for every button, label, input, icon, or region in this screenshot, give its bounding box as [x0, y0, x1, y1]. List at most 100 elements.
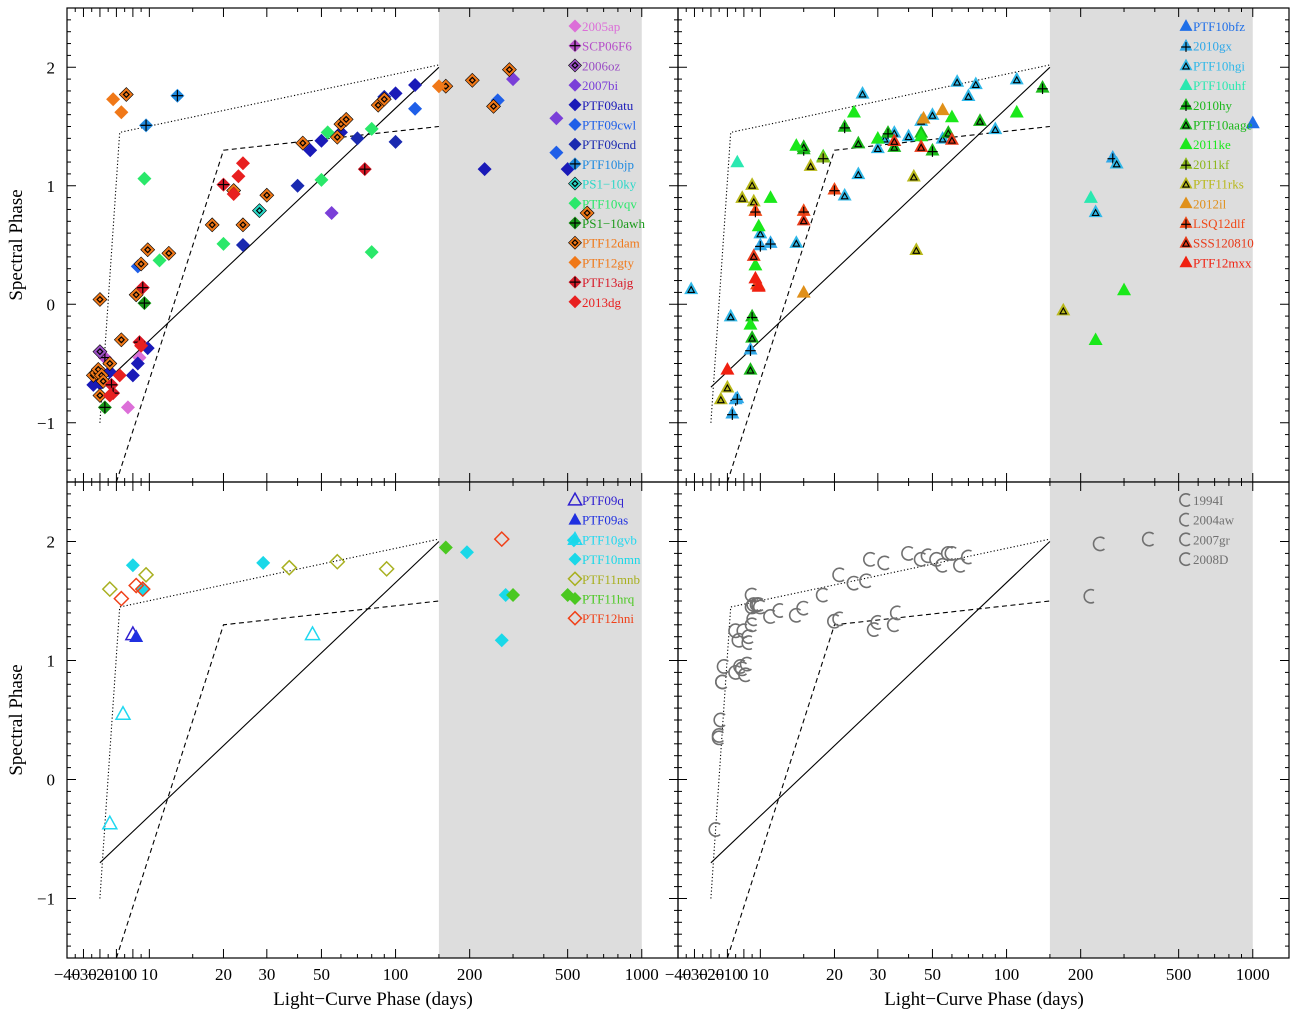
data-point	[763, 235, 778, 250]
x-tick-label: 50	[313, 965, 330, 984]
x-tick-label: 500	[555, 965, 581, 984]
legend-marker	[568, 157, 582, 171]
legend-label: PTF13ajg	[582, 275, 634, 290]
data-point	[816, 149, 831, 164]
data-point	[914, 128, 929, 142]
data-point	[135, 280, 150, 295]
data-point	[137, 171, 152, 186]
data-point	[364, 121, 379, 136]
panel-top-left: −1 0 1 2 2005ap SCP06F6 2006oz 2007bi PTF09atu PT…	[37, 7, 679, 483]
data-point	[744, 617, 757, 633]
y-tick-label: −1	[37, 414, 55, 433]
legend-item: PS1−10awh	[568, 216, 645, 231]
data-point	[870, 140, 885, 154]
data-point	[950, 74, 965, 87]
data-point	[961, 88, 976, 101]
series-2013dg	[102, 156, 250, 403]
legend-label: 2006oz	[582, 58, 621, 73]
series-2004aw	[731, 548, 1095, 651]
legend-item: PTF09cwl	[568, 118, 637, 133]
x-axis-label-right: Light−Curve Phase (days)	[884, 989, 1084, 1010]
legend-marker	[567, 531, 583, 546]
reference-line-dotted	[99, 538, 440, 899]
data-point	[788, 607, 802, 623]
data-point	[723, 308, 738, 322]
data-point	[102, 356, 118, 371]
data-point	[734, 661, 748, 677]
data-point	[120, 400, 135, 415]
legend: 1994I 2004aw 2007gr 2008D	[1179, 493, 1235, 567]
legend-item: PTF12hni	[567, 610, 634, 626]
data-point	[170, 88, 185, 103]
x-tick-label: 30	[258, 965, 275, 984]
data-point	[753, 237, 768, 252]
data-point	[161, 245, 177, 261]
legend-label: PTF10vqv	[582, 196, 637, 211]
legend-marker	[568, 78, 582, 92]
legend-label: PTF09cwl	[582, 118, 637, 133]
data-point	[720, 379, 735, 393]
data-points	[85, 62, 595, 415]
legend-item: PTF10gvb	[567, 531, 637, 547]
data-point	[713, 712, 726, 728]
legend-item: 2011ke	[1179, 137, 1231, 152]
data-point	[953, 557, 966, 573]
data-point	[745, 330, 760, 343]
legend-item: 2007gr	[1179, 532, 1231, 547]
y-axis-label-top: Spectral Phase	[6, 189, 27, 300]
reference-line-solid	[710, 66, 1051, 388]
shaded-region	[438, 482, 642, 958]
legend-marker	[568, 118, 582, 131]
data-point	[735, 190, 750, 203]
legend-label: 2011kf	[1193, 157, 1230, 172]
data-point	[486, 98, 501, 114]
data-point	[118, 87, 134, 102]
legend-label: 1994I	[1193, 493, 1223, 508]
data-point	[431, 79, 446, 94]
data-point	[913, 551, 926, 567]
legend-marker	[1179, 19, 1193, 31]
series-PTF12gty	[106, 79, 446, 120]
legend-label: PTF10gvb	[582, 532, 637, 547]
legend: PTF09q PTF09as PTF10gvb PTF10nmn PTF11mnb PTF…	[567, 491, 641, 626]
data-point	[763, 190, 778, 203]
legend-marker	[568, 216, 582, 230]
series-PTF10aage	[743, 113, 987, 375]
series-PTF10bfz	[1245, 115, 1260, 129]
data-point	[1117, 282, 1132, 296]
data-point	[549, 111, 564, 126]
data-point	[129, 629, 144, 642]
x-tick-label: 0	[129, 965, 138, 984]
data-point	[815, 587, 828, 603]
legend-item: SSS120810	[1179, 236, 1254, 251]
legend-label: PTF10bfz	[1193, 19, 1245, 34]
legend-marker	[568, 512, 582, 525]
series-2008D	[711, 545, 954, 743]
series-2005ap	[120, 350, 147, 415]
data-point	[751, 279, 766, 292]
data-point	[796, 212, 811, 226]
data-point	[748, 270, 763, 284]
legend-label: 2005ap	[582, 19, 620, 34]
legend-label: PTF12gty	[582, 255, 635, 270]
data-point	[909, 242, 924, 255]
x-tick-label: 10	[752, 965, 769, 984]
data-point	[920, 548, 932, 564]
data-point	[549, 145, 564, 160]
data-point	[1092, 536, 1105, 552]
legend-label: PTF11hrq	[582, 592, 635, 607]
data-point	[846, 104, 861, 118]
legend-marker	[1179, 255, 1193, 268]
series-2011kf	[816, 149, 831, 164]
legend-label: PS1−10ky	[582, 177, 637, 192]
data-point	[855, 85, 870, 99]
x-tick-label: 1000	[1236, 965, 1270, 984]
data-point	[746, 611, 758, 627]
data-point	[796, 285, 811, 298]
data-point	[837, 187, 852, 201]
data-point	[235, 238, 250, 252]
legend-marker	[568, 58, 582, 73]
axis-ticks	[66, 7, 678, 483]
data-point	[501, 62, 517, 78]
legend-label: 2004aw	[1193, 513, 1235, 528]
